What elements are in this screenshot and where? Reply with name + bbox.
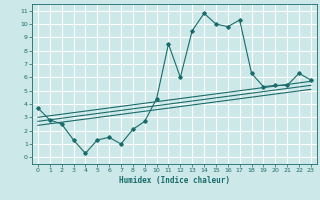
- X-axis label: Humidex (Indice chaleur): Humidex (Indice chaleur): [119, 176, 230, 185]
